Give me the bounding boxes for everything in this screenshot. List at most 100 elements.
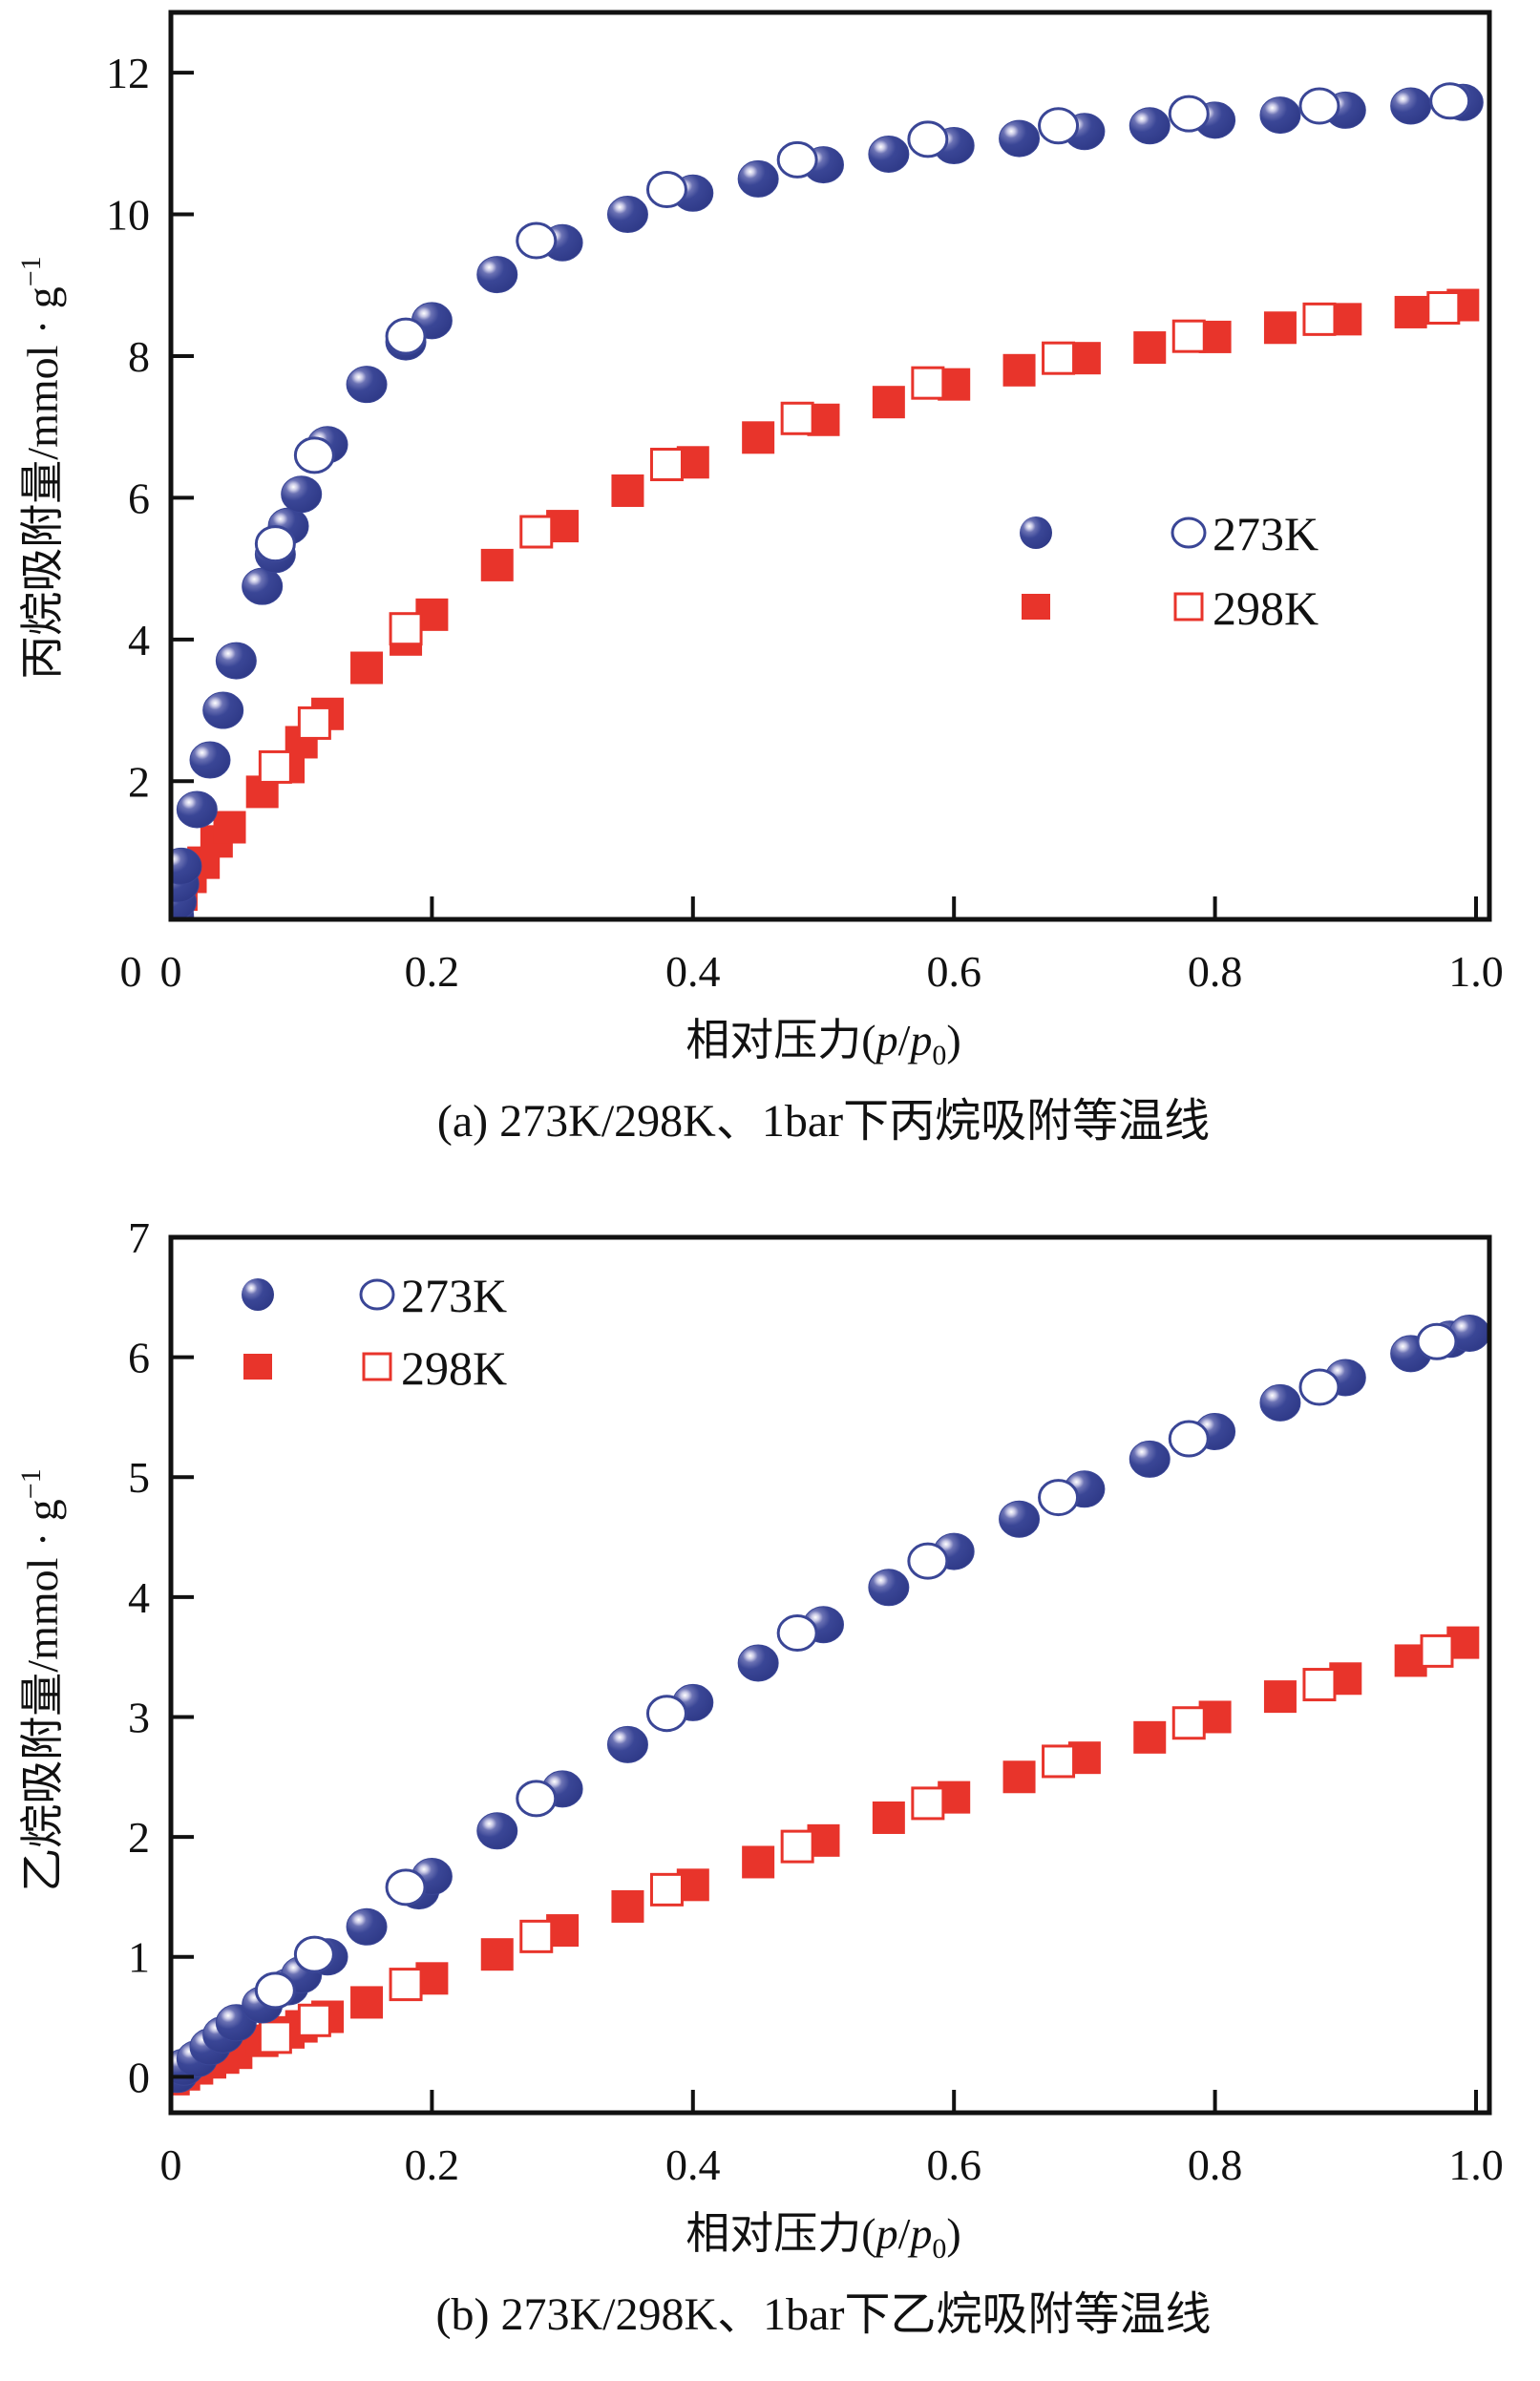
- x-tick-label: 0.2: [405, 2140, 460, 2189]
- x-tick-label: 0.6: [926, 2140, 981, 2189]
- legend-label-273K: 273K: [1213, 507, 1318, 560]
- ethane-isotherm-chart: 0 0.2 0.4 0.6 0.8 1.0 0 1 2 3 4 5 6 7 273K 298K 乙烷吸附量…: [15, 1213, 1504, 2340]
- data-point-298K-desorption: [519, 515, 554, 549]
- data-point-273K-adsorption: [189, 741, 231, 779]
- data-point-273K-adsorption: [476, 1812, 518, 1850]
- legend-open-circle-marker: [359, 1278, 395, 1311]
- data-point-273K-desorption: [516, 221, 558, 260]
- series-298k-desorption: [258, 290, 1461, 784]
- y-tick-label: 7: [128, 1213, 150, 1262]
- data-point-298K-adsorption: [1002, 353, 1036, 387]
- data-point-273K-adsorption: [346, 366, 388, 404]
- y-axis-title-main: 乙烷吸附量/mmol · g: [18, 1499, 67, 1891]
- data-point-273K-adsorption: [606, 196, 648, 234]
- data-point-298K-desorption: [297, 706, 331, 740]
- data-point-298K-desorption: [389, 612, 423, 646]
- legend-label-298K: 298K: [1213, 581, 1318, 635]
- data-point-273K-desorption: [1416, 1322, 1458, 1360]
- chart-b-ticks: 0 0.2 0.4 0.6 0.8 1.0 0 1 2 3 4 5 6 7: [128, 1213, 1504, 2189]
- data-point-273K-adsorption: [1259, 1383, 1301, 1422]
- legend-entry-273K: 273K: [1020, 507, 1318, 560]
- data-point-298K-adsorption: [872, 386, 905, 419]
- y-tick-label: 5: [128, 1453, 150, 1502]
- data-point-298K-desorption: [258, 749, 292, 784]
- data-point-298K-desorption: [1302, 302, 1337, 336]
- x-axis-title-slash: /: [898, 2209, 911, 2258]
- data-point-298K-adsorption: [611, 474, 644, 507]
- chart-a-frame: [168, 10, 1492, 922]
- y-axis-title-superscript: −1: [15, 1468, 47, 1499]
- data-point-273K-desorption: [1429, 82, 1471, 120]
- y-tick-label: 12: [106, 49, 150, 97]
- chart-a-legend: 273K 298K: [1020, 507, 1318, 635]
- chart-b-caption: (b) 273K/298K、1bar下乙烷吸附等温线: [436, 2289, 1212, 2340]
- y-axis-title-superscript: −1: [15, 256, 47, 286]
- y-axis-title-main: 丙烷吸附量/mmol · g: [18, 286, 67, 679]
- data-point-273K-adsorption: [1129, 107, 1171, 145]
- legend-open-circle-marker: [1171, 516, 1207, 549]
- x-tick-label: 0.8: [1188, 2140, 1243, 2189]
- data-point-273K-desorption: [254, 525, 296, 563]
- y-tick-label: 0: [128, 2053, 150, 2101]
- data-point-298K-desorption: [649, 1872, 684, 1907]
- data-point-298K-adsorption: [350, 1986, 384, 2019]
- x-tick-label: 0.2: [405, 947, 460, 996]
- x-axis-title-p: p: [874, 2209, 898, 2258]
- data-point-273K-desorption: [1168, 1420, 1210, 1458]
- data-point-273K-adsorption: [868, 135, 910, 173]
- data-point-273K-adsorption: [999, 1500, 1041, 1538]
- y-tick-label: 2: [128, 1813, 150, 1862]
- series-298k-adsorption: [171, 1626, 1480, 2096]
- y-tick-label: 4: [128, 1573, 150, 1622]
- data-point-298K-desorption: [1042, 341, 1076, 375]
- data-point-298K-adsorption: [213, 811, 246, 844]
- data-point-273K-adsorption: [1390, 87, 1432, 125]
- data-point-273K-adsorption: [606, 1725, 648, 1763]
- data-point-273K-adsorption: [346, 1907, 388, 1946]
- x-axis-title-suffix: ): [946, 1016, 960, 1064]
- data-point-273K-adsorption: [737, 1644, 779, 1682]
- data-point-273K-adsorption: [868, 1569, 910, 1607]
- data-point-273K-desorption: [776, 1614, 818, 1653]
- x-axis-title-p0: p: [907, 1016, 932, 1064]
- chart-a-y-axis-title: 丙烷吸附量/mmol · g−1: [15, 256, 67, 679]
- legend-label-298K: 298K: [401, 1341, 507, 1395]
- data-point-273K-desorption: [293, 436, 335, 474]
- legend-entry-298K: 298K: [243, 1341, 507, 1395]
- x-tick-label: 0: [160, 2140, 182, 2189]
- x-axis-title-suffix: ): [946, 2209, 960, 2258]
- y-tick-label: 3: [128, 1693, 150, 1741]
- data-point-298K-desorption: [258, 2020, 292, 2054]
- data-point-298K-desorption: [911, 1786, 945, 1821]
- propane-isotherm-chart: 0 0.2 0.4 0.6 0.8 1.0 2 4 6 8 10 12 0 273K 298K 丙烷吸附…: [15, 10, 1504, 1147]
- data-point-298K-adsorption: [1394, 295, 1427, 328]
- data-point-273K-adsorption: [1259, 96, 1301, 135]
- x-tick-label: 0: [160, 947, 182, 996]
- x-axis-title-subscript: 0: [932, 2233, 946, 2265]
- data-point-273K-desorption: [254, 1971, 296, 2010]
- data-point-298K-adsorption: [611, 1889, 644, 1923]
- data-point-273K-desorption: [1298, 1368, 1340, 1406]
- data-point-298K-adsorption: [872, 1801, 905, 1834]
- data-point-298K-desorption: [911, 366, 945, 400]
- x-axis-title-prefix: 相对压力(: [686, 1016, 875, 1064]
- y-tick-label: 6: [128, 474, 150, 522]
- data-point-273K-adsorption: [281, 475, 323, 514]
- y-tick-label: 1: [128, 1933, 150, 1982]
- y-tick-label: 2: [128, 757, 150, 806]
- data-point-273K-desorption: [1038, 107, 1080, 145]
- data-point-273K-desorption: [1168, 95, 1210, 133]
- data-point-298K-desorption: [519, 1919, 554, 1953]
- data-point-273K-desorption: [385, 1868, 427, 1907]
- data-point-298K-desorption: [1302, 1668, 1337, 1702]
- data-point-273K-desorption: [1038, 1479, 1080, 1517]
- y-tick-label: 10: [106, 191, 150, 240]
- data-point-298K-desorption: [649, 448, 684, 482]
- series-273k-desorption: [254, 1322, 1458, 2010]
- data-point-298K-desorption: [780, 1829, 814, 1864]
- data-point-273K-adsorption: [737, 159, 779, 198]
- data-point-273K-desorption: [907, 120, 949, 158]
- y-tick-label: 8: [128, 332, 150, 381]
- legend-label-273K: 273K: [401, 1269, 507, 1322]
